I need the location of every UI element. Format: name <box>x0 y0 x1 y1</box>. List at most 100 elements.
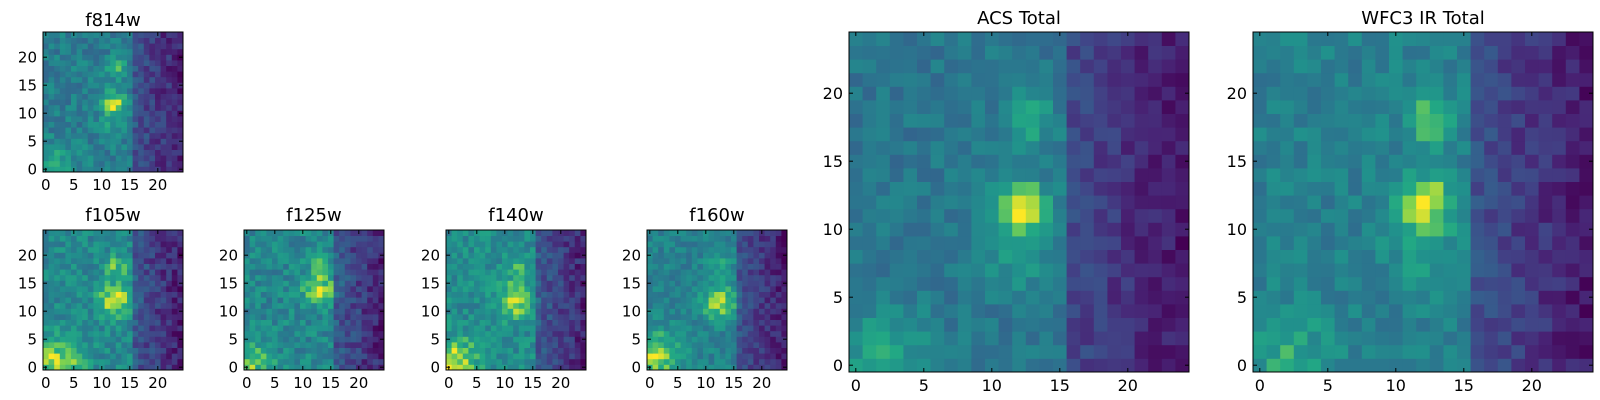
heatmap-cell <box>686 297 693 304</box>
heatmap-cell <box>87 347 94 354</box>
heatmap-cell <box>104 166 111 173</box>
heatmap-cell <box>479 291 486 298</box>
heatmap-cell <box>708 297 715 304</box>
heatmap-cell <box>155 336 161 343</box>
heatmap-cell <box>87 302 94 309</box>
heatmap-cell <box>1538 249 1553 264</box>
heatmap-cell <box>1443 45 1458 60</box>
heatmap-cell <box>759 358 765 365</box>
heatmap-cell <box>171 116 178 122</box>
heatmap-cell <box>59 65 66 72</box>
heatmap-cell <box>171 121 178 128</box>
heatmap-cell <box>48 43 55 50</box>
heatmap-cell <box>563 263 570 270</box>
heatmap-cell <box>862 45 877 60</box>
heatmap-cell <box>350 246 357 253</box>
heatmap-cell <box>138 121 145 128</box>
heatmap-cell <box>115 286 122 292</box>
heatmap-cell <box>1321 249 1335 264</box>
heatmap-cell <box>132 302 139 309</box>
heatmap-cell <box>697 230 704 236</box>
y-tick-label: 0 <box>631 358 641 376</box>
heatmap-cell <box>474 291 480 298</box>
heatmap-cell <box>82 48 89 55</box>
heatmap-cell <box>328 246 334 253</box>
heatmap-cell <box>917 168 931 182</box>
heatmap-cell <box>686 241 693 248</box>
heatmap-cell <box>580 314 587 320</box>
heatmap-cell <box>1012 154 1027 169</box>
heatmap-cell <box>311 330 318 337</box>
heatmap-cell <box>1511 290 1526 305</box>
heatmap-cell <box>775 286 782 292</box>
heatmap-cell <box>71 127 77 134</box>
heatmap-cell <box>104 60 111 66</box>
heatmap-cell <box>283 364 290 371</box>
heatmap-cell <box>76 235 83 242</box>
heatmap-cell <box>876 317 891 332</box>
heatmap-cell <box>759 263 765 270</box>
heatmap-cell <box>54 60 61 66</box>
heatmap-cell <box>160 149 167 156</box>
heatmap-cell <box>502 269 508 276</box>
heatmap-cell <box>1361 86 1376 101</box>
heatmap-cell <box>155 235 161 242</box>
heatmap-cell <box>1416 249 1431 264</box>
heatmap-cell <box>1416 154 1431 169</box>
heatmap-cell <box>889 249 904 264</box>
heatmap-cell <box>862 168 877 182</box>
heatmap-cell <box>1511 195 1526 210</box>
heatmap-cell <box>54 88 61 94</box>
heatmap-cell <box>48 88 55 94</box>
heatmap-cell <box>669 308 676 315</box>
heatmap-cell <box>507 263 514 270</box>
heatmap-cell <box>43 60 49 66</box>
heatmap-cell <box>54 246 61 253</box>
heatmap-cell <box>775 302 782 309</box>
heatmap-cell <box>1457 208 1471 223</box>
heatmap-cell <box>1538 290 1553 305</box>
heatmap-cell <box>1039 358 1054 373</box>
heatmap-cell <box>277 353 284 360</box>
heatmap-cell <box>121 32 128 38</box>
heatmap-cell <box>76 358 83 365</box>
heatmap-cell <box>127 235 133 242</box>
heatmap-cell <box>446 297 452 304</box>
heatmap-cell <box>339 325 346 332</box>
heatmap-cell <box>305 342 312 348</box>
heatmap-cell <box>93 144 100 150</box>
heatmap-cell <box>1321 331 1335 346</box>
heatmap-cell <box>166 258 173 264</box>
heatmap-cell <box>753 230 760 236</box>
heatmap-cell <box>775 330 782 337</box>
heatmap-cell <box>490 263 497 270</box>
heatmap-cell <box>127 252 133 259</box>
heatmap-cell <box>166 104 173 111</box>
heatmap-cell <box>862 344 877 359</box>
heatmap-cell <box>104 342 111 348</box>
heatmap-cell <box>344 364 351 371</box>
heatmap-cell <box>647 291 653 298</box>
heatmap-cell <box>569 246 576 253</box>
heatmap-cell <box>957 113 972 128</box>
heatmap-cell <box>356 336 362 343</box>
heatmap-cell <box>1416 290 1431 305</box>
heatmap-cell <box>300 246 306 253</box>
heatmap-cell <box>82 104 89 111</box>
heatmap-cell <box>686 246 693 253</box>
heatmap-cell <box>485 291 492 298</box>
heatmap-cell <box>1389 358 1403 373</box>
heatmap-cell <box>87 127 94 134</box>
heatmap-cell <box>541 308 548 315</box>
heatmap-cell <box>770 353 777 360</box>
heatmap-cell <box>1293 195 1308 210</box>
heatmap-cell <box>378 258 385 264</box>
heatmap-cell <box>446 241 452 248</box>
heatmap-cell <box>149 230 156 236</box>
heatmap-cell <box>524 358 531 365</box>
heatmap-cell <box>485 230 492 236</box>
heatmap-cell <box>1293 100 1308 114</box>
heatmap-cell <box>580 330 587 337</box>
heatmap-cell <box>300 297 306 304</box>
heatmap-cell <box>770 241 777 248</box>
